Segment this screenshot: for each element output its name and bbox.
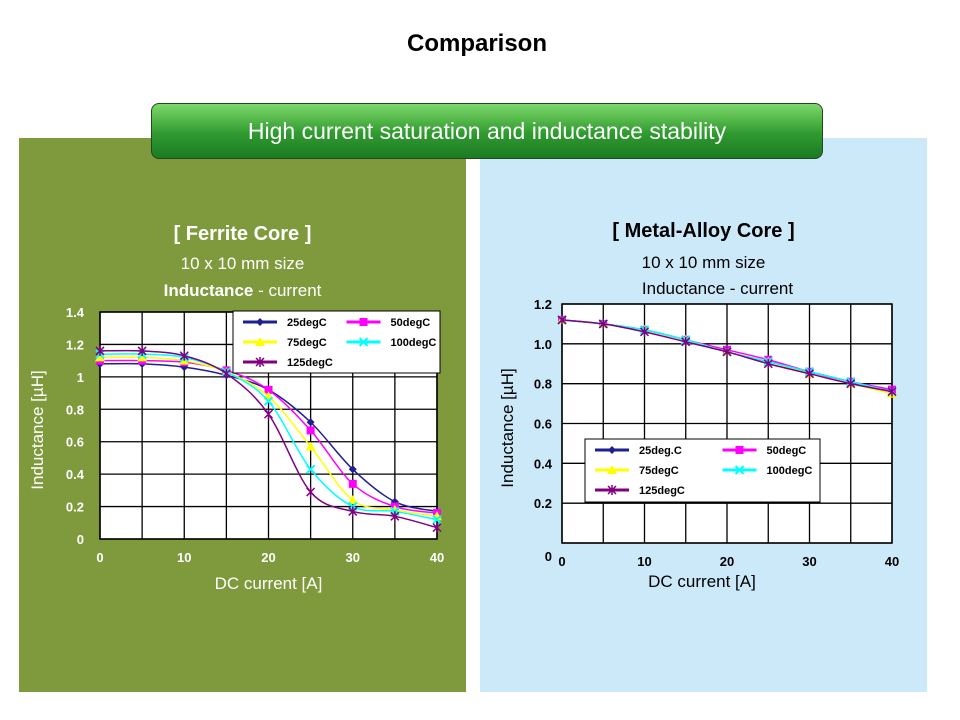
y-tick-label: 0.8 xyxy=(66,402,84,417)
asterisk-marker xyxy=(722,346,732,357)
subtitle-bold: Inductance xyxy=(163,281,254,300)
legend-label: 100degC xyxy=(391,337,437,349)
metal-title: [ Metal-Alloy Core ] xyxy=(612,220,795,242)
asterisk-marker xyxy=(557,314,567,325)
square-marker xyxy=(735,446,744,454)
asterisk-marker xyxy=(95,345,105,356)
diamond-marker xyxy=(348,465,357,474)
y-tick-label: 1.2 xyxy=(66,337,84,352)
legend-label: 125degC xyxy=(287,357,333,369)
y-tick-label: 0.8 xyxy=(534,377,552,392)
subtitle-rest: - current xyxy=(253,281,322,300)
y-tick-label: 0.4 xyxy=(534,456,553,471)
chart-0: 0 0.2 0.4 0.6 0.8 1 1.2 1.4 0 10 20 30 40 25degC 50deg… xyxy=(66,305,444,565)
y-tick-label: 0 xyxy=(545,549,552,564)
asterisk-marker xyxy=(137,345,147,356)
chart-1: 0 0.2 0.4 0.6 0.8 1.0 1.2 0 10 20 30 40 25deg.C 50deg… xyxy=(534,297,899,569)
x-marker xyxy=(358,337,369,347)
asterisk-marker xyxy=(306,486,316,497)
asterisk-marker xyxy=(348,506,358,517)
ferrite-subtitle: 10 x 10 mm size xyxy=(180,254,305,273)
y-tick-label: 0.2 xyxy=(534,496,552,511)
y-tick-label: 1.2 xyxy=(534,297,552,312)
x-marker xyxy=(734,465,745,475)
legend-label: 25deg.C xyxy=(639,445,682,457)
legend: 25degC 50degC 75degC 100degC 125degC xyxy=(232,310,441,374)
ferrite-xlabel: DC current [A] xyxy=(214,574,323,593)
y-tick-label: 1.4 xyxy=(66,305,85,320)
legend: 25deg.C 50degC 75degC 100degC 125degC xyxy=(584,438,821,503)
series-125degC xyxy=(95,345,442,533)
x-tick-label: 20 xyxy=(261,550,275,565)
x-marker xyxy=(263,396,274,406)
ferrite-title: [ Ferrite Core ] xyxy=(173,223,312,245)
asterisk-marker xyxy=(681,336,691,347)
asterisk-marker xyxy=(887,386,897,397)
legend-label: 100degC xyxy=(767,465,813,477)
asterisk-marker xyxy=(390,511,400,522)
square-marker xyxy=(359,318,368,326)
triangle-marker xyxy=(607,465,617,474)
legend-label: 125degC xyxy=(639,485,685,497)
asterisk-marker xyxy=(255,357,265,367)
square-marker xyxy=(264,385,273,394)
legend-label: 25degC xyxy=(287,317,327,329)
diamond-marker xyxy=(608,446,616,454)
diamond-marker xyxy=(256,318,264,326)
y-tick-label: 0.6 xyxy=(534,417,552,432)
diamond-marker xyxy=(306,418,315,427)
asterisk-marker xyxy=(598,318,608,329)
asterisk-marker xyxy=(221,368,231,379)
asterisk-marker xyxy=(639,326,650,337)
asterisk-marker xyxy=(432,522,442,533)
x-marker xyxy=(432,514,442,525)
legend-label: 75degC xyxy=(639,465,679,477)
x-tick-label: 30 xyxy=(346,550,360,565)
triangle-marker xyxy=(305,441,316,451)
asterisk-marker xyxy=(179,350,189,361)
x-tick-label: 0 xyxy=(558,554,565,569)
legend-label: 50degC xyxy=(767,445,807,457)
asterisk-marker xyxy=(763,358,773,369)
asterisk-marker xyxy=(804,368,815,379)
triangle-marker xyxy=(255,337,265,346)
square-marker xyxy=(306,426,315,435)
x-tick-label: 10 xyxy=(637,554,651,569)
x-tick-label: 40 xyxy=(430,550,444,565)
y-tick-label: 0.2 xyxy=(66,500,84,515)
asterisk-marker xyxy=(607,485,617,495)
x-tick-label: 0 xyxy=(96,550,103,565)
subtitle-rest: Inductance - current xyxy=(641,279,794,298)
triangle-marker xyxy=(95,352,105,362)
banner: High current saturation and inductance s… xyxy=(151,103,823,159)
square-marker xyxy=(348,479,357,488)
x-tick-label: 10 xyxy=(177,550,191,565)
y-tick-label: 1 xyxy=(77,370,84,385)
y-tick-label: 1.0 xyxy=(534,337,552,352)
x-tick-label: 40 xyxy=(885,554,899,569)
series-125degC xyxy=(557,314,897,397)
metal-subtitle2: Inductance - current xyxy=(494,279,941,299)
y-tick-label: 0.4 xyxy=(66,467,85,482)
y-tick-label: 0.6 xyxy=(66,435,84,450)
metal-subtitle: 10 x 10 mm size xyxy=(641,253,766,272)
x-marker xyxy=(305,464,316,474)
metal-xlabel: DC current [A] xyxy=(648,572,756,591)
legend-label: 50degC xyxy=(391,317,431,329)
legend-label: 75degC xyxy=(287,337,327,349)
triangle-marker xyxy=(347,495,358,505)
y-tick-label: 0 xyxy=(77,532,84,547)
ferrite-subtitle2: Inductance - current xyxy=(19,281,466,301)
asterisk-marker xyxy=(263,409,274,420)
asterisk-marker xyxy=(846,378,856,389)
x-tick-label: 30 xyxy=(802,554,816,569)
x-tick-label: 20 xyxy=(720,554,734,569)
triangle-marker xyxy=(137,352,148,362)
slide-title: Comparison xyxy=(406,30,547,57)
